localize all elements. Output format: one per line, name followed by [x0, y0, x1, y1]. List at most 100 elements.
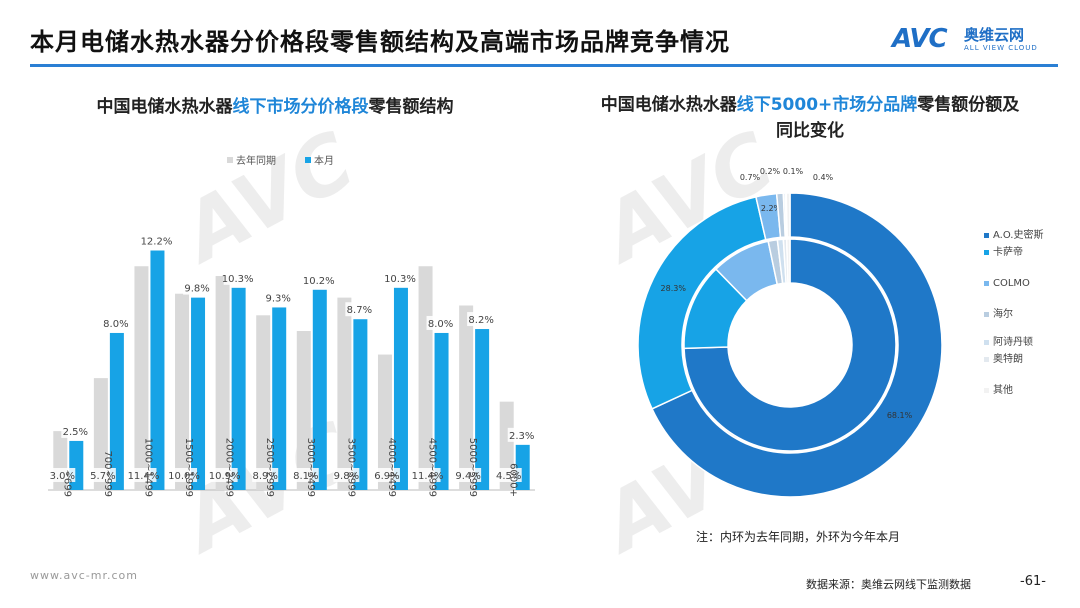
donut-data-label: 0.1%	[783, 167, 804, 176]
bar-last-year	[134, 266, 149, 490]
donut-slice-0	[683, 238, 897, 452]
data-label-bg	[171, 468, 198, 482]
data-label-this-month: 8.0%	[103, 319, 128, 330]
data-label-bg	[373, 468, 400, 482]
legend-label: 本月	[314, 154, 334, 167]
data-label-this-month: 9.8%	[184, 284, 209, 295]
right-chart-title: 中国电储水热水器线下5000+市场分品牌零售额份额及同比变化	[600, 92, 1020, 144]
logo-cn: 奥维云网	[964, 26, 1025, 44]
data-label-bg	[385, 270, 414, 285]
data-label-bg	[292, 468, 319, 482]
donut-ring-inner	[683, 238, 897, 452]
data-label-last-year: 4.5%	[496, 471, 521, 482]
data-label-this-month: 12.2%	[141, 237, 173, 248]
data-label-bg	[142, 233, 171, 248]
data-label-this-month: 8.2%	[468, 315, 493, 326]
data-label-last-year: 8.1%	[293, 471, 318, 482]
bar-this-month	[393, 287, 408, 490]
legend-item: 海尔	[984, 307, 1063, 322]
data-label-bg	[467, 312, 496, 327]
data-label-bg	[49, 468, 76, 482]
legend-item: COLMO	[984, 276, 1063, 291]
data-label-bg	[252, 468, 279, 482]
legend-label: 海尔	[993, 309, 1013, 320]
legend-label: A.O.史密斯	[993, 230, 1044, 241]
data-label-last-year: 11.4%	[412, 471, 444, 482]
left-title-part2: 零售额结构	[368, 97, 454, 117]
bar-this-month	[475, 329, 490, 490]
data-label-bg	[89, 468, 116, 482]
donut-ring-outer: 68.1% 28.3% 2.2% 0.7%0.2% 0.1% 0.4%	[637, 167, 943, 498]
bar-group: 3.0% 2.5% ~699	[49, 423, 90, 497]
bar-last-year	[459, 305, 474, 490]
legend-swatch	[984, 312, 989, 317]
category-tick-label: 1500~1999	[183, 438, 194, 497]
data-label-this-month: 2.5%	[63, 427, 88, 438]
category-tick-label: 3500~3999	[345, 438, 356, 497]
donut-data-label: 68.1%	[887, 411, 913, 420]
bar-group: 10.0% 9.8% 1500~1999	[168, 280, 212, 497]
data-label-bg	[304, 272, 333, 287]
bar-last-year	[93, 378, 108, 490]
legend-item: 卡萨帝	[984, 245, 1063, 260]
donut-data-label: 0.7%	[740, 173, 761, 182]
logo-en: ALL VIEW CLOUD	[964, 44, 1038, 52]
legend-swatch	[984, 233, 989, 238]
donut-slice-6	[785, 192, 791, 238]
data-label-bg	[264, 290, 293, 305]
data-label-this-month: 10.3%	[384, 274, 416, 285]
data-label-last-year: 3.0%	[50, 471, 75, 482]
legend-label: 其他	[993, 385, 1013, 396]
data-label-last-year: 8.9%	[253, 471, 278, 482]
bar-group: 9.8% 8.7% 3500~3999	[333, 297, 374, 497]
category-tick-label: 6000+	[508, 463, 519, 497]
donut-slice-0	[651, 192, 943, 498]
bar-this-month	[353, 319, 368, 490]
bar-last-year	[377, 354, 392, 490]
data-label-bg	[495, 468, 522, 482]
data-label-bg	[414, 468, 441, 482]
bar-group: 8.9% 9.3% 2500~2999	[252, 290, 293, 497]
bar-last-year	[215, 276, 230, 490]
right-title-highlight: 线下5000+市场分品牌	[736, 95, 918, 115]
legend-item: 其他	[984, 383, 1063, 398]
category-tick-label: 1000~1499	[142, 438, 153, 497]
legend-swatch-last-year	[227, 157, 233, 163]
bar-this-month	[434, 332, 449, 490]
right-title-part2: 零售额份额及同比变化	[776, 95, 1020, 141]
bar-this-month	[109, 332, 124, 490]
legend-item: 阿诗丹顿	[984, 335, 1063, 350]
left-title-part1: 中国电储水热水器	[96, 97, 233, 117]
data-label-last-year: 11.4%	[128, 471, 160, 482]
left-title-highlight: 线下市场分价格段	[232, 97, 369, 117]
data-label-this-month: 8.7%	[347, 305, 372, 316]
page-number: -61-	[1020, 574, 1046, 589]
bar-this-month	[191, 297, 206, 490]
legend-swatch	[984, 281, 989, 286]
donut-data-label: 0.4%	[813, 173, 834, 182]
avc-logo: AVC 奥维云网 ALL VIEW CLOUD	[892, 24, 1057, 58]
legend-item: 奥特朗	[984, 352, 1063, 367]
data-label-bg	[455, 468, 482, 482]
legend-item: A.O.史密斯	[984, 228, 1063, 243]
category-tick-label: 2500~2999	[264, 438, 275, 497]
website-url: www.avc-mr.com	[30, 569, 138, 582]
bar-last-year	[499, 401, 514, 490]
price-segment-bar-chart: 去年同期 本月 3.0% 2.5% ~699 5.7% 8.0% 700~999 11.4% 12…	[48, 154, 536, 497]
data-label-bg	[101, 315, 130, 330]
header-rule	[30, 64, 1058, 67]
category-tick-label: 700~999	[102, 450, 113, 497]
bar-group: 5.7% 8.0% 700~999	[89, 315, 130, 497]
category-tick-label: ~699	[61, 470, 72, 497]
bar-last-year	[296, 331, 311, 490]
category-tick-label: 4500~4999	[427, 438, 438, 497]
bar-last-year	[256, 315, 271, 490]
data-label-bg	[211, 468, 238, 482]
data-label-this-month: 8.0%	[428, 319, 453, 330]
legend-label: 去年同期	[236, 154, 276, 167]
data-label-bg	[507, 427, 536, 442]
bar-legend: 去年同期 本月	[227, 154, 334, 167]
category-tick-label: 2000~2499	[224, 438, 235, 497]
legend-swatch	[984, 388, 989, 393]
bar-last-year	[175, 293, 190, 490]
